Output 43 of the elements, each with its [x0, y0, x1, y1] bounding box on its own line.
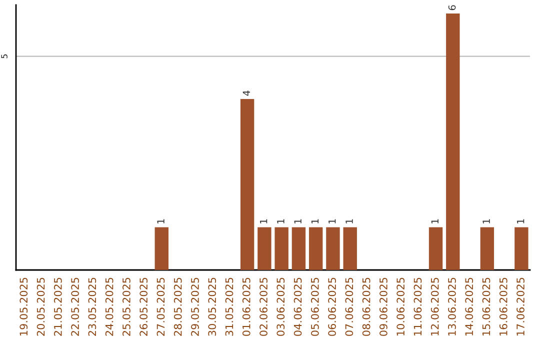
data-label: 4 [242, 90, 250, 96]
x-tick-label: 28.05.2025 [174, 278, 182, 336]
x-tick-label: 06.06.2025 [328, 278, 336, 336]
data-label: 6 [448, 5, 456, 10]
x-tick-label: 24.05.2025 [105, 278, 114, 336]
data-label: 1 [157, 219, 164, 224]
x-tick-label: 12.06.2025 [430, 278, 439, 336]
x-tick-label: 30.05.2025 [208, 278, 216, 336]
data-label: 1 [517, 219, 524, 224]
x-tick-label: 17.06.2025 [516, 278, 524, 336]
x-tick-label: 27.05.2025 [156, 278, 165, 336]
data-label: 1 [328, 219, 336, 224]
x-tick-label: 23.05.2025 [88, 278, 96, 336]
x-tick-label: 08.06.2025 [362, 278, 370, 336]
x-tick-label: 01.06.2025 [242, 278, 250, 336]
x-tick-label: 22.05.2025 [71, 278, 79, 336]
x-tick-label: 26.05.2025 [140, 278, 148, 336]
x-tick-label: 09.06.2025 [380, 278, 388, 336]
x-tick-label: 05.06.2025 [310, 278, 319, 336]
x-tick-label: 04.06.2025 [294, 278, 302, 336]
y-tick-label: 5 [1, 54, 8, 58]
data-label: 1 [482, 219, 490, 224]
x-tick-label: 07.06.2025 [345, 278, 354, 336]
x-tick-label: 13.06.2025 [448, 278, 456, 336]
data-label: 1 [294, 219, 302, 224]
x-tick-label: 21.05.2025 [54, 278, 62, 336]
x-tick-label: 15.06.2025 [482, 278, 490, 336]
data-label: 1 [311, 219, 319, 224]
x-tick-label: 31.05.2025 [225, 278, 234, 336]
x-tick-label: 11.06.2025 [414, 278, 422, 336]
x-tick-label: 16.06.2025 [499, 278, 508, 336]
x-tick-label: 14.06.2025 [465, 278, 474, 336]
x-tick-label: 29.05.2025 [191, 278, 199, 336]
x-tick-label: 03.06.2025 [276, 278, 285, 336]
x-tick-label: 20.05.2025 [36, 278, 45, 336]
x-tick-label: 19.05.2025 [20, 278, 28, 336]
data-label: 1 [346, 219, 353, 224]
x-tick-label: 10.06.2025 [396, 278, 405, 336]
data-label: 1 [277, 219, 284, 224]
data-label: 1 [431, 219, 438, 224]
data-label: 1 [260, 219, 268, 224]
x-tick-label: 25.05.2025 [122, 278, 130, 336]
x-tick-label: 02.06.2025 [260, 278, 268, 336]
